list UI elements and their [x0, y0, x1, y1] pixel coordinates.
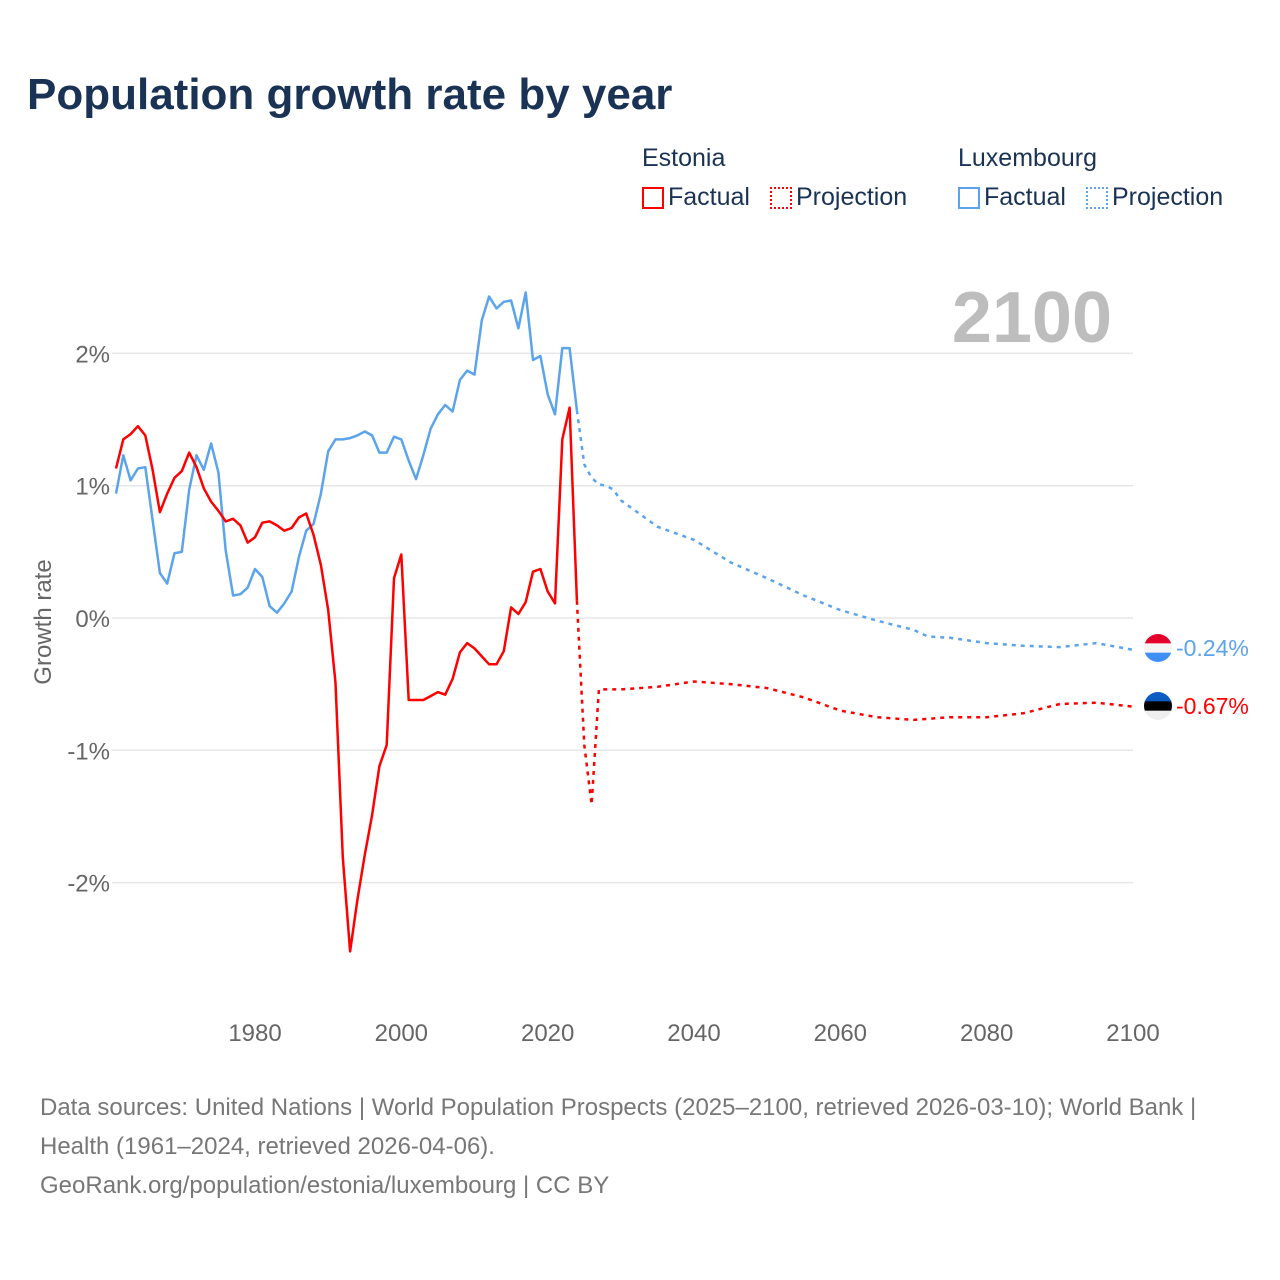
dotted-swatch-icon — [769, 186, 792, 209]
estonia-flag-icon — [1144, 692, 1172, 720]
legend-label: Projection — [795, 183, 908, 211]
x-tick-label: 1980 — [228, 1020, 281, 1047]
flag-stripe — [1144, 643, 1172, 654]
legend-item-estonia-projection[interactable]: Projection — [769, 183, 908, 212]
x-tick-label: 2000 — [375, 1020, 428, 1047]
legend-item-luxembourg-projection[interactable]: Projection — [1085, 183, 1224, 212]
luxembourg-end-label: -0.24% — [1176, 635, 1249, 661]
y-axis-label: Growth rate — [30, 559, 57, 684]
flag-stripe — [1144, 652, 1172, 662]
flag-stripe — [1144, 710, 1172, 720]
x-tick-label: 2060 — [814, 1020, 867, 1047]
legend-label: Factual — [668, 183, 750, 211]
legend-country-name: Estonia — [642, 144, 726, 172]
y-tick-label: 2% — [75, 341, 110, 368]
legend-label: Projection — [1111, 183, 1224, 211]
luxembourg-projection-line — [575, 410, 1134, 652]
y-tick-label: 0% — [75, 606, 110, 633]
legend-country-name: Luxembourg — [958, 144, 1097, 172]
footer: Data sources: United Nations | World Pop… — [40, 1088, 1240, 1205]
luxembourg-factual-line — [114, 291, 579, 614]
flag-stripe — [1144, 634, 1172, 644]
legend-luxembourg: Luxembourg Factual Projection — [958, 144, 1237, 212]
legend-item-luxembourg-factual[interactable]: Factual — [958, 183, 1066, 212]
year-indicator: 2100 — [952, 278, 1112, 358]
y-tick-label: -2% — [67, 871, 110, 898]
luxembourg-flag-icon — [1144, 634, 1172, 662]
solid-swatch-icon — [958, 186, 980, 209]
page-title: Population growth rate by year — [27, 70, 673, 119]
x-tick-label: 2020 — [521, 1020, 574, 1047]
solid-swatch-icon — [642, 186, 664, 209]
legend-item-estonia-factual[interactable]: Factual — [642, 183, 750, 212]
estonia-factual-line — [114, 406, 579, 953]
x-tick-label: 2040 — [667, 1020, 720, 1047]
legend-label: Factual — [984, 183, 1066, 211]
flag-stripe — [1144, 701, 1172, 712]
dotted-swatch-icon — [1085, 186, 1108, 209]
flag-stripe — [1144, 692, 1172, 702]
data-sources: Data sources: United Nations | World Pop… — [40, 1094, 1197, 1160]
x-tick-label: 2080 — [960, 1020, 1013, 1047]
y-tick-label: -1% — [67, 738, 110, 765]
estonia-end-label: -0.67% — [1176, 693, 1249, 719]
x-tick-label: 2100 — [1106, 1020, 1159, 1047]
legend-estonia: Estonia Factual Projection — [642, 144, 921, 212]
estonia-projection-line — [575, 600, 1134, 805]
source-link[interactable]: GeoRank.org/population/estonia/luxembour… — [40, 1172, 610, 1199]
y-tick-label: 1% — [75, 474, 110, 501]
